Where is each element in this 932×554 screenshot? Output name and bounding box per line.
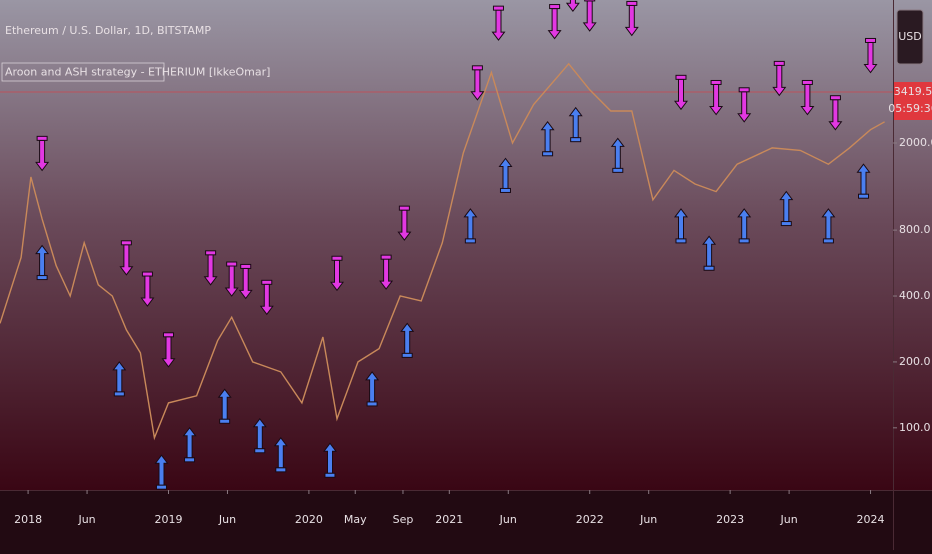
buy-arrow-cap [464,238,476,244]
buy-arrow-cap [542,151,554,157]
buy-arrow-cap [254,448,266,454]
currency-label[interactable]: USD [898,30,922,43]
sell-arrow-cap [205,250,217,256]
sell-arrow-cap [738,87,750,93]
sell-arrow-cap [226,261,238,267]
x-axis-background [0,490,932,550]
buy-arrow-cap [780,221,792,227]
y-tick-label: 800.0 [899,223,931,236]
price-line [0,62,885,441]
x-tick-label: Sep [393,513,414,526]
sell-arrow-cap [240,263,252,269]
sell-arrow-cap [162,332,174,338]
buy-arrow-cap [570,137,582,143]
sell-arrow-cap [549,4,561,10]
y-tick-label: 200.0 [899,355,931,368]
x-tick-label: May [344,513,367,526]
x-tick-label: 2024 [857,513,885,526]
buy-arrow-cap [324,472,336,478]
x-tick-label: Jun [218,513,236,526]
buy-arrow-cap [822,238,834,244]
sell-arrow-cap [36,135,48,141]
buy-arrow-cap [275,467,287,473]
last-price-box [894,82,932,121]
x-tick-label: 2019 [154,513,182,526]
buy-arrow-cap [113,391,125,397]
currency-button[interactable] [896,9,924,65]
x-tick-label: 2022 [576,513,604,526]
sell-arrow-cap [773,60,785,66]
buy-arrow-cap [738,238,750,244]
sell-arrow-cap [829,95,841,101]
buy-arrow-cap [858,193,870,199]
buy-arrow-cap [675,238,687,244]
buy-arrow-cap [703,265,715,271]
sell-arrow-cap [865,37,877,43]
last-price-label: 3419.5 [894,85,932,98]
sell-arrow-cap [471,65,483,71]
x-tick-label: Jun [639,513,657,526]
indicator-box [1,62,165,82]
sell-arrow-cap [492,5,504,11]
x-tick-label: 2018 [14,513,42,526]
x-tick-label: 2020 [295,513,323,526]
sell-arrow-cap [675,74,687,80]
x-tick-label: 2021 [435,513,463,526]
sell-arrow-cap [141,271,153,277]
buy-arrow-cap [184,457,196,463]
x-tick-label: Jun [499,513,517,526]
sell-arrow-cap [120,240,132,246]
chart-title: Ethereum / U.S. Dollar, 1D, BITSTAMP [5,24,211,37]
buy-arrow-cap [155,484,167,490]
sell-arrow-cap [380,254,392,260]
sell-arrow-cap [331,255,343,261]
sell-arrow-cap [261,279,273,285]
buy-arrow-cap [401,352,413,358]
buy-arrow-cap [219,418,231,424]
buy-arrow-cap [612,167,624,173]
buy-arrow-cap [499,187,511,193]
sell-arrow-cap [626,0,638,6]
buy-arrow-cap [36,275,48,281]
x-tick-label: Jun [77,513,95,526]
y-tick-label: 100.0 [899,421,931,434]
sell-arrow-cap [801,79,813,85]
y-tick-label: 400.0 [899,289,931,302]
countdown-label: 05:59:36 [888,102,932,115]
y-tick-label: 2000.0 [899,136,932,149]
x-tick-label: Jun [780,513,798,526]
sell-arrow-cap [584,0,596,2]
sell-arrow-cap [398,205,410,211]
sell-arrow [565,0,580,13]
sell-arrow-cap [710,79,722,85]
indicator-label: Aroon and ASH strategy - ETHERIUM [IkkeO… [5,66,270,79]
buy-arrow-cap [366,401,378,407]
x-tick-label: 2023 [716,513,744,526]
